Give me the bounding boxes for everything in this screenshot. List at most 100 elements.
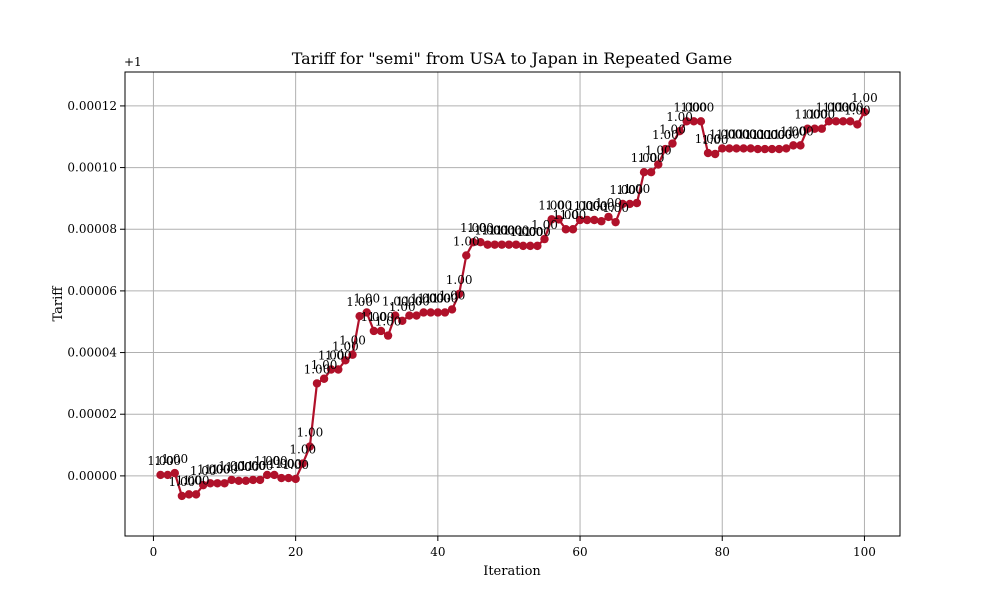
data-point (334, 365, 343, 374)
data-point-label: 1.00 (652, 128, 679, 142)
data-point (732, 144, 741, 153)
data-point (689, 117, 699, 126)
data-point-label: 1.00 (680, 100, 707, 114)
data-point-label: 1.00 (737, 127, 764, 141)
data-point-label: 1.00 (723, 127, 750, 141)
data-point-label: 1.00 (368, 310, 395, 324)
data-point-label: 1.00 (268, 457, 295, 471)
data-point (547, 215, 556, 224)
data-point-label: 1.00 (346, 295, 373, 309)
data-point (284, 473, 293, 483)
y-tick-label: 0.00008 (67, 222, 117, 236)
data-point (177, 491, 187, 501)
data-point (789, 141, 798, 150)
data-point-label: 1.00 (481, 224, 508, 238)
data-point-label: 1.00 (744, 128, 771, 142)
data-point (824, 117, 834, 126)
y-tick-label: 0.00004 (67, 346, 117, 360)
data-point-label: 1.00 (517, 225, 544, 239)
grid (125, 72, 900, 536)
data-point (782, 144, 791, 153)
data-point (355, 311, 364, 321)
data-point-label: 1.00 (275, 457, 302, 471)
data-point (540, 234, 549, 244)
data-point-label: 1.00 (716, 127, 743, 141)
data-point (739, 144, 748, 153)
data-point (668, 139, 677, 148)
x-tick-label: 0 (150, 545, 158, 559)
data-point (184, 490, 194, 499)
data-point (291, 474, 300, 484)
data-point (561, 225, 571, 234)
data-point (412, 311, 421, 320)
point-labels-layer: 1.001.001.001.001.001.001.001.001.001.00… (147, 91, 878, 489)
data-point-label: 1.00 (659, 123, 686, 137)
data-point (376, 326, 386, 336)
data-point-label: 1.00 (673, 100, 700, 114)
data-point-label: 1.00 (688, 100, 715, 114)
data-point-label: 1.00 (353, 291, 380, 305)
data-point (362, 308, 371, 317)
data-point (220, 479, 229, 488)
x-tick-label: 60 (572, 545, 587, 559)
data-point-label: 1.00 (844, 103, 871, 117)
data-point-label: 1.00 (311, 358, 338, 372)
data-point (518, 241, 528, 251)
data-point-label: 1.00 (325, 349, 352, 363)
data-point-label: 1.00 (702, 133, 729, 147)
data-point (277, 473, 286, 483)
data-point-label: 1.00 (531, 218, 558, 232)
data-point-label: 1.00 (261, 454, 288, 468)
data-point-label: 1.00 (624, 182, 651, 196)
chart-title: Tariff for "semi" from USA to Japan in R… (292, 49, 733, 68)
data-point (447, 305, 457, 314)
data-point (156, 470, 165, 480)
data-point-label: 1.00 (474, 224, 501, 238)
data-point (476, 237, 485, 247)
data-point-label: 1.00 (460, 221, 487, 235)
data-point-label: 1.00 (503, 224, 530, 238)
data-point (604, 212, 613, 222)
data-point (632, 198, 642, 208)
data-point (341, 356, 350, 365)
data-point-label: 1.00 (432, 291, 459, 305)
data-point (348, 350, 357, 359)
data-point-label: 1.00 (304, 362, 331, 376)
data-point (554, 215, 563, 224)
data-point (533, 241, 542, 251)
data-point-label: 1.00 (801, 108, 828, 122)
data-point-label: 1.00 (382, 295, 409, 309)
data-point-label: 1.00 (176, 473, 203, 487)
data-point (860, 107, 869, 117)
data-point-label: 1.00 (318, 349, 345, 363)
data-point-label: 1.00 (410, 291, 437, 305)
data-point-label: 1.00 (794, 108, 821, 122)
data-point-label: 1.00 (645, 143, 672, 157)
data-point (191, 490, 201, 499)
data-point (597, 217, 606, 226)
data-point (590, 215, 599, 225)
data-point (710, 149, 720, 159)
data-point (490, 240, 499, 249)
y-tick-label: 0.00006 (67, 284, 117, 298)
data-point (255, 475, 265, 485)
data-point (263, 470, 272, 480)
data-point (319, 374, 329, 383)
data-point-label: 1.00 (360, 310, 387, 324)
data-point-label: 1.00 (147, 454, 174, 468)
data-point-label: 1.00 (339, 334, 366, 348)
data-point (682, 117, 691, 126)
data-point-label: 1.00 (609, 183, 636, 197)
data-point (419, 308, 428, 317)
data-point (405, 311, 414, 320)
data-point (568, 225, 578, 234)
data-point (213, 479, 222, 488)
data-point-label: 1.00 (567, 199, 594, 213)
data-point-label: 1.00 (631, 151, 658, 165)
data-point (838, 117, 848, 126)
data-point-label: 1.00 (496, 224, 523, 238)
data-point (227, 475, 236, 485)
data-point-label: 1.00 (830, 100, 857, 114)
data-point-label: 1.00 (773, 127, 800, 141)
